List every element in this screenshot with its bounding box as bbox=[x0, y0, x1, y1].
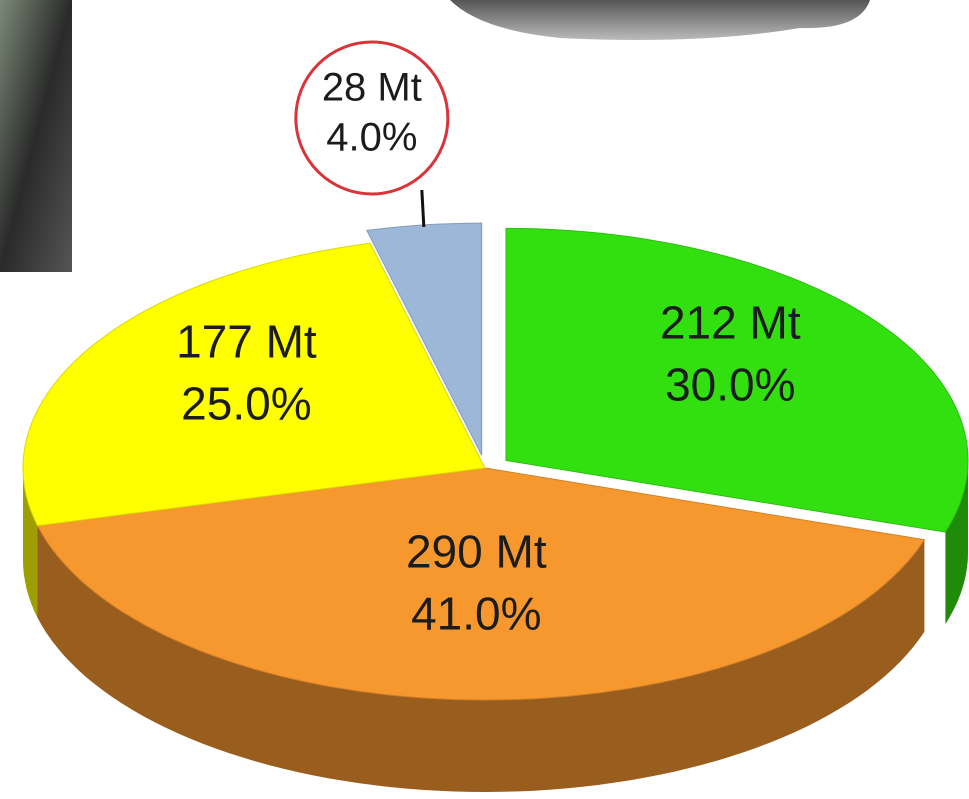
slice bbox=[505, 227, 969, 533]
amount-label: 28 Mt bbox=[322, 66, 422, 110]
percent-label: 41.0% bbox=[411, 587, 541, 639]
slice bbox=[36, 467, 926, 701]
amount-label: 290 Mt bbox=[406, 525, 547, 577]
callout-circle bbox=[294, 40, 450, 196]
amount-label: 212 Mt bbox=[660, 297, 801, 349]
percent-label: 30.0% bbox=[665, 359, 795, 411]
slice bbox=[22, 242, 486, 527]
amount-label: 177 Mt bbox=[176, 315, 317, 367]
slice-side bbox=[23, 468, 38, 618]
slice-side bbox=[37, 525, 925, 792]
callout-line bbox=[420, 189, 426, 228]
fish-photo bbox=[450, 0, 870, 41]
cow-photo bbox=[0, 0, 72, 272]
percent-label: 25.0% bbox=[181, 377, 311, 429]
percent-label: 4.0% bbox=[326, 116, 417, 160]
slice-side bbox=[945, 460, 968, 625]
